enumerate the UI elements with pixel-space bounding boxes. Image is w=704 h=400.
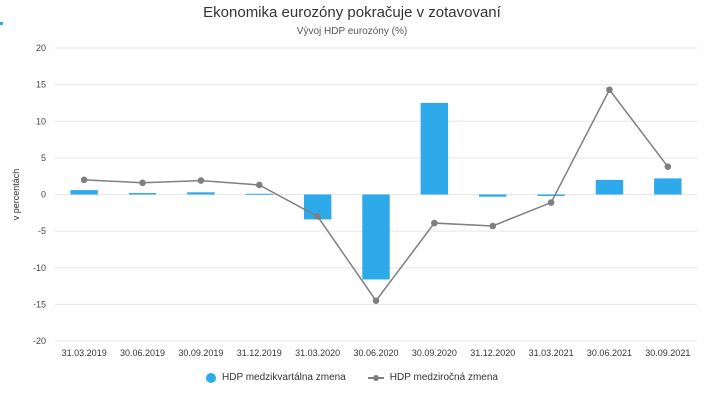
line-point[interactable] bbox=[606, 86, 613, 94]
y-tick-label: 20 bbox=[36, 43, 46, 53]
y-tick-label: -20 bbox=[33, 336, 46, 346]
x-tick-label: 31.03.2020 bbox=[295, 348, 340, 358]
y-tick-label: 5 bbox=[41, 153, 46, 163]
bar[interactable] bbox=[128, 193, 157, 195]
legend-item-bars[interactable]: HDP medzikvartálna zmena bbox=[206, 372, 346, 383]
x-tick-label: 30.06.2019 bbox=[120, 348, 165, 358]
corner-mark bbox=[0, 22, 3, 25]
y-axis-label: v percentách bbox=[11, 169, 21, 221]
x-tick-label: 30.06.2021 bbox=[587, 348, 632, 358]
line-point[interactable] bbox=[197, 177, 205, 184]
x-tick-label: 31.03.2021 bbox=[529, 348, 574, 358]
x-tick-label: 31.03.2019 bbox=[62, 348, 107, 358]
y-tick-label: 10 bbox=[36, 116, 46, 126]
x-tick-label: 30.09.2021 bbox=[645, 348, 690, 358]
line-point[interactable] bbox=[664, 163, 672, 170]
y-axis-ticks: 20 15 10 5 0 -5 -10 -15 -20 bbox=[33, 43, 46, 346]
y-tick-label: 0 bbox=[41, 190, 46, 200]
chart-subtitle: Vývoj HDP eurozóny (%) bbox=[296, 26, 408, 37]
bar[interactable] bbox=[420, 102, 449, 195]
x-tick-label: 30.06.2020 bbox=[353, 348, 398, 358]
legend: HDP medzikvartálna zmena HDP medziročná … bbox=[0, 372, 704, 383]
line-point[interactable] bbox=[314, 213, 321, 220]
bar[interactable] bbox=[595, 179, 624, 195]
line-point[interactable] bbox=[547, 199, 555, 206]
y-tick-label: 15 bbox=[36, 80, 46, 90]
bar[interactable] bbox=[537, 194, 565, 196]
line-point[interactable] bbox=[139, 179, 146, 187]
y-tick-label: -10 bbox=[33, 263, 46, 273]
x-tick-label: 30.09.2020 bbox=[412, 348, 457, 358]
bar[interactable] bbox=[362, 194, 390, 280]
grid-lines bbox=[55, 47, 697, 342]
legend-line-label: HDP medziročná zmena bbox=[389, 372, 498, 383]
bar[interactable] bbox=[654, 178, 682, 195]
bar[interactable] bbox=[70, 190, 98, 195]
legend-item-line[interactable]: HDP medziročná zmena bbox=[367, 372, 498, 383]
legend-bar-swatch bbox=[206, 372, 217, 383]
line-series bbox=[80, 86, 672, 305]
bar-series bbox=[70, 102, 682, 280]
bar[interactable] bbox=[245, 193, 273, 195]
line-point[interactable] bbox=[431, 219, 438, 227]
line-point[interactable] bbox=[489, 222, 497, 230]
bar[interactable] bbox=[479, 194, 507, 197]
y-tick-label: -5 bbox=[38, 226, 46, 236]
x-tick-label: 31.12.2019 bbox=[237, 348, 282, 358]
line-point[interactable] bbox=[255, 181, 263, 189]
legend-bar-label: HDP medzikvartálna zmena bbox=[222, 372, 346, 383]
y-tick-label: -15 bbox=[33, 299, 46, 309]
x-tick-label: 31.12.2020 bbox=[470, 348, 515, 358]
x-tick-label: 30.09.2019 bbox=[178, 348, 223, 358]
bar[interactable] bbox=[187, 192, 215, 195]
line-point[interactable] bbox=[372, 297, 380, 305]
chart-title: Ekonomika eurozóny pokračuje v zotavovan… bbox=[203, 4, 501, 21]
line-point[interactable] bbox=[80, 176, 88, 184]
legend-line-swatch bbox=[367, 373, 384, 383]
x-axis-ticks: 31.03.2019 30.06.2019 30.09.2019 31.12.2019… bbox=[62, 348, 691, 358]
